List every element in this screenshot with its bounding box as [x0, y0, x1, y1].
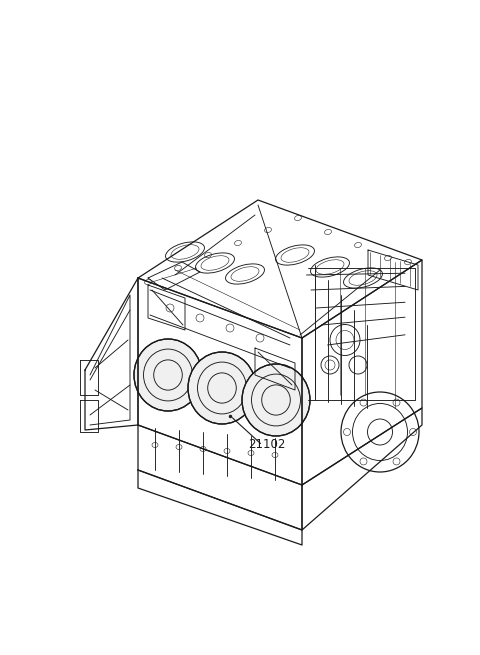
Ellipse shape	[134, 339, 202, 411]
Text: 21102: 21102	[248, 438, 285, 451]
Ellipse shape	[242, 364, 310, 436]
Ellipse shape	[188, 352, 256, 424]
